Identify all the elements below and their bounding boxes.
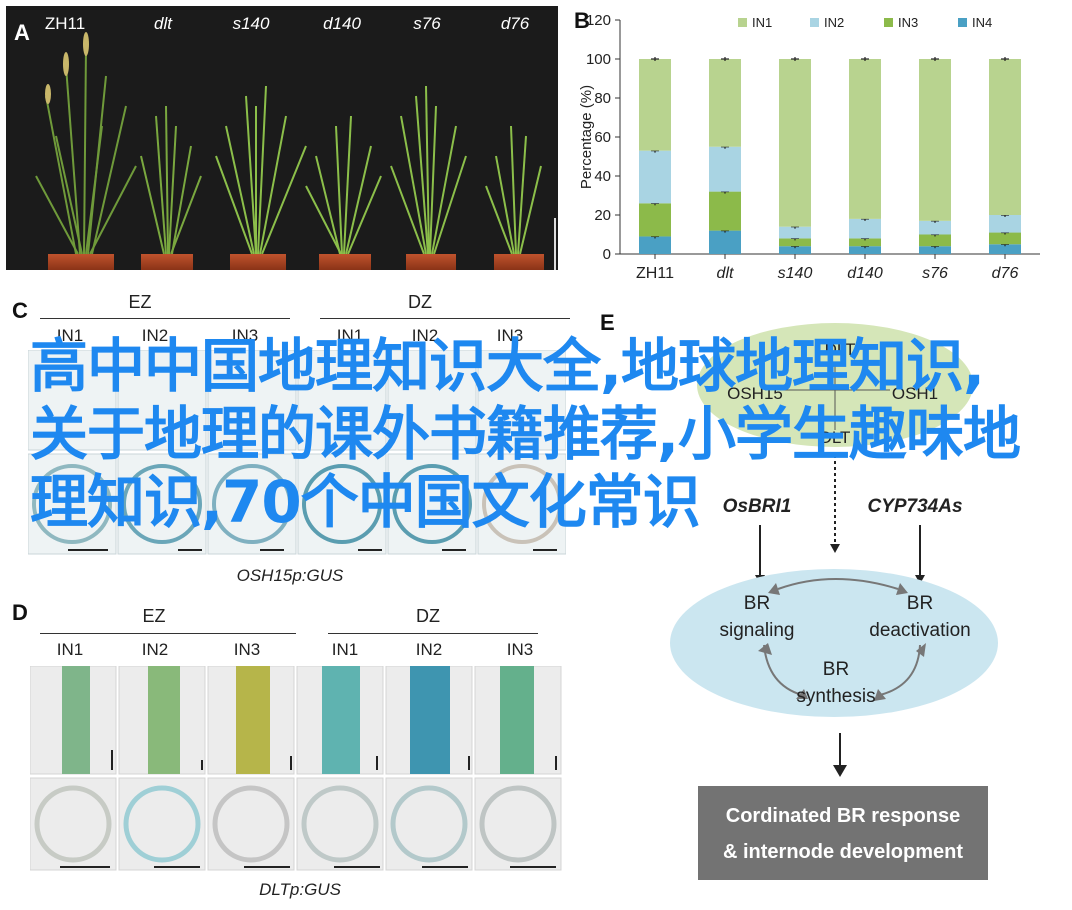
y-tick-label: 0 bbox=[603, 246, 611, 263]
panel-c-letter: C bbox=[12, 298, 28, 323]
bar-segment bbox=[849, 238, 881, 247]
x-tick-label: dlt bbox=[717, 265, 734, 282]
y-tick-label: 20 bbox=[594, 207, 611, 224]
panel-a-photo bbox=[6, 6, 558, 270]
overlay-headline: 高中中国地理知识大全,地球地理知识,关于地理的课外书籍推荐,小学生趣味地理知识,… bbox=[30, 332, 1021, 536]
stacked-bar-chart: 0 20 40 60 80 100 120 Percentage (%) ZH11 dlt s140… bbox=[578, 12, 1040, 282]
x-tick-label: ZH11 bbox=[636, 265, 674, 282]
legend-label: IN1 bbox=[752, 15, 772, 30]
panel-c-caption: OSH15p:GUS bbox=[236, 566, 344, 585]
genotype-label: dlt bbox=[154, 14, 172, 33]
y-tick-label: 80 bbox=[594, 90, 611, 107]
internode-label: IN1 bbox=[336, 326, 364, 345]
y-tick-label: 60 bbox=[594, 129, 611, 146]
br-synthesis-label: BR synthesis bbox=[796, 659, 876, 707]
group-line-ez bbox=[40, 318, 290, 319]
bar-segment bbox=[639, 150, 671, 204]
br-deactivation-label: BR deactivation bbox=[869, 593, 971, 641]
panel-c-gus-images bbox=[28, 350, 566, 555]
bar-segment bbox=[779, 59, 811, 227]
internode-label: IN1 bbox=[331, 640, 359, 659]
group-line-dz bbox=[328, 633, 538, 634]
br-signaling-label: BR signaling bbox=[719, 593, 795, 641]
legend-label: IN4 bbox=[972, 15, 992, 30]
bar-segment bbox=[919, 220, 951, 235]
bar-segment bbox=[849, 246, 881, 254]
genotype-label: ZH11 bbox=[44, 14, 86, 33]
genotype-label: s76 bbox=[413, 14, 441, 33]
x-tick-label: d140 bbox=[847, 265, 883, 282]
node-cyp734as: CYP734As bbox=[867, 496, 963, 517]
panel-d-gus-images bbox=[30, 666, 562, 871]
bar-segment bbox=[779, 238, 811, 247]
bar-segment bbox=[989, 232, 1021, 245]
y-tick-label: 40 bbox=[594, 168, 611, 185]
bar-segment bbox=[919, 246, 951, 254]
group-label-dz: DZ bbox=[408, 292, 432, 312]
bar-segment bbox=[639, 203, 671, 237]
node-osh15: OSH15 bbox=[727, 384, 783, 403]
group-line-dz bbox=[320, 318, 570, 319]
panel-e-letter: E bbox=[600, 310, 615, 335]
node-osbri1: OsBRI1 bbox=[722, 496, 792, 517]
legend-swatch bbox=[810, 18, 819, 27]
br-cycle-diagram bbox=[670, 569, 998, 777]
bar-segment bbox=[639, 236, 671, 254]
legend-label: IN3 bbox=[898, 15, 918, 30]
bar-segment bbox=[849, 218, 881, 239]
internode-label: IN3 bbox=[233, 640, 261, 659]
panel-d-letter: D bbox=[12, 600, 28, 625]
internode-label: IN3 bbox=[496, 326, 524, 345]
node-dlt-inner: DLT bbox=[819, 428, 851, 447]
y-tick-label: 100 bbox=[586, 51, 611, 68]
legend-swatch bbox=[884, 18, 893, 27]
internode-label: IN2 bbox=[411, 326, 439, 345]
legend-label: IN2 bbox=[824, 15, 844, 30]
group-label-ez: EZ bbox=[128, 292, 152, 312]
bar-segment bbox=[709, 59, 741, 147]
legend-swatch bbox=[738, 18, 747, 27]
y-tick-label: 120 bbox=[586, 12, 611, 29]
internode-label: IN3 bbox=[506, 640, 534, 659]
internode-label: IN1 bbox=[56, 640, 84, 659]
panel-b-letter: B bbox=[574, 8, 590, 33]
bar-segment bbox=[779, 246, 811, 254]
bar-segment bbox=[639, 59, 671, 151]
bar-segment bbox=[709, 230, 741, 254]
internode-label: IN2 bbox=[141, 640, 169, 659]
panel-a-letter: A bbox=[14, 20, 30, 45]
bar-segment bbox=[919, 234, 951, 247]
bar-segment bbox=[779, 226, 811, 239]
x-tick-label: s140 bbox=[778, 265, 813, 282]
genotype-label: d76 bbox=[500, 14, 530, 33]
y-axis-label: Percentage (%) bbox=[578, 85, 595, 189]
bar-segment bbox=[989, 215, 1021, 233]
internode-label: IN1 bbox=[56, 326, 84, 345]
genotype-label: d140 bbox=[323, 14, 361, 33]
bar-segment bbox=[849, 59, 881, 219]
genotype-label: s140 bbox=[232, 14, 270, 33]
legend-swatch bbox=[958, 18, 967, 27]
x-tick-label: s76 bbox=[922, 265, 948, 282]
internode-label: IN2 bbox=[141, 326, 169, 345]
bar-segment bbox=[919, 59, 951, 221]
x-tick-label: d76 bbox=[992, 265, 1019, 282]
group-label-dz: DZ bbox=[416, 606, 440, 626]
panel-d-caption: DLTp:GUS bbox=[259, 880, 341, 899]
internode-label: IN3 bbox=[231, 326, 259, 345]
bar-segment bbox=[989, 59, 1021, 215]
internode-label: IN2 bbox=[415, 640, 443, 659]
rice-plants-photo bbox=[35, 32, 556, 270]
group-label-ez: EZ bbox=[142, 606, 166, 626]
bar-segment bbox=[989, 244, 1021, 254]
result-text: Cordinated BR response & internode devel… bbox=[722, 805, 964, 863]
node-osh1: OSH1 bbox=[891, 384, 939, 403]
bar-segment bbox=[709, 191, 741, 231]
bar-segment bbox=[709, 146, 741, 192]
panel-e-top-shapes bbox=[697, 323, 973, 584]
result-box: Cordinated BR response & internode devel… bbox=[698, 786, 988, 880]
group-line-ez bbox=[40, 633, 296, 634]
node-dlt: DLT bbox=[824, 340, 856, 359]
